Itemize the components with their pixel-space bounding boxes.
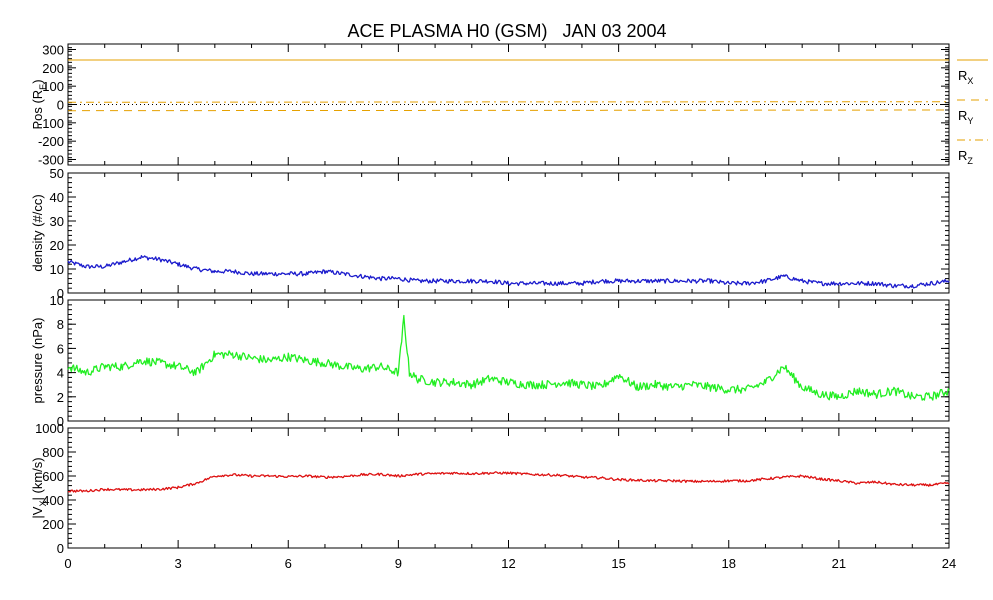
xtick-label: 9 [395, 556, 402, 571]
ytick-label: 0 [57, 98, 64, 113]
ytick-label: -200 [38, 134, 64, 149]
ylabel-density: density (#/cc) [30, 194, 45, 271]
ytick-label: -100 [38, 116, 64, 131]
x-tick-labels: 0 3 6 9 12 15 18 21 24 [64, 556, 956, 571]
ytick-label: 30 [50, 214, 64, 229]
ytick-label: 0 [57, 414, 64, 429]
xtick-label: 12 [501, 556, 515, 571]
ylabel-position: Pos (RE) [30, 79, 48, 129]
ytick-label: 400 [42, 493, 64, 508]
legend-label-x: RX [958, 68, 973, 86]
ytick-label: 800 [42, 445, 64, 460]
ytick-label: 40 [50, 190, 64, 205]
ylabel-pressure: pressure (nPa) [30, 318, 45, 404]
legend-label-y: RY [958, 108, 973, 126]
ytick-label: 0 [57, 541, 64, 556]
ytick-label: 6 [57, 341, 64, 356]
ytick-label: 0 [57, 286, 64, 301]
ytick-label: 20 [50, 238, 64, 253]
ytick-label: 2 [57, 390, 64, 405]
series-line-y [67, 109, 950, 112]
xtick-label: 18 [722, 556, 736, 571]
ytick-label: 1000 [35, 421, 64, 436]
ytick-label: 200 [42, 61, 64, 76]
series-line-z [67, 101, 949, 103]
series-line-pressure [67, 314, 950, 401]
xtick-label: 21 [832, 556, 846, 571]
legend-label-z: RZ [958, 148, 973, 166]
ytick-label: 10 [50, 262, 64, 277]
panel-frame-velocity [67, 427, 950, 549]
ytick-label: 100 [42, 79, 64, 94]
chart-title: ACE PLASMA H0 (GSM) JAN 03 2004 [347, 21, 666, 41]
ytick-label: -300 [38, 153, 64, 168]
ytick-label: 50 [50, 166, 64, 181]
ytick-label: 4 [57, 366, 64, 381]
ylabel-velocity: |VX| (km/s) [30, 457, 48, 518]
panel-frame-density [67, 172, 950, 294]
series-line-velocity [67, 471, 950, 493]
xtick-label: 6 [285, 556, 292, 571]
ytick-label: 600 [42, 469, 64, 484]
ytick-label: 200 [42, 517, 64, 532]
ytick-label: 8 [57, 317, 64, 332]
xtick-label: 0 [64, 556, 71, 571]
panel-frame-pressure [67, 299, 950, 422]
ytick-label: 300 [42, 43, 64, 58]
ytick-label: 10 [50, 293, 64, 308]
series-line-density [67, 255, 950, 289]
xtick-label: 3 [175, 556, 182, 571]
xtick-label: 24 [942, 556, 956, 571]
xtick-label: 15 [611, 556, 625, 571]
